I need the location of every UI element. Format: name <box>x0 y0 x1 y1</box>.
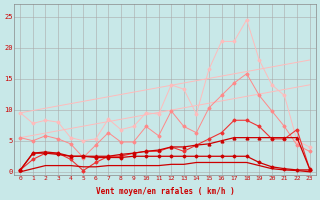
X-axis label: Vent moyen/en rafales ( km/h ): Vent moyen/en rafales ( km/h ) <box>96 187 234 196</box>
